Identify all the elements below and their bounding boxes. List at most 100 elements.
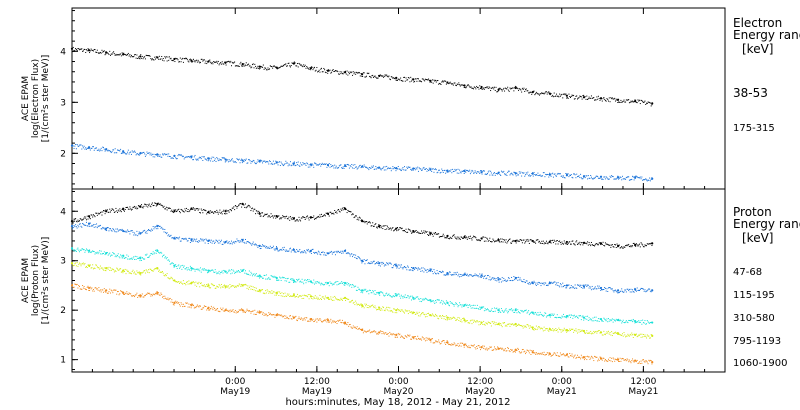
trace-dot: [87, 264, 89, 266]
trace-dot: [200, 308, 202, 310]
trace-dot: [394, 264, 396, 266]
trace-dot: [320, 251, 322, 253]
trace-dot: [573, 173, 575, 175]
trace-dot: [573, 94, 575, 96]
trace-dot: [607, 178, 609, 180]
trace-dot: [361, 290, 363, 292]
trace-dot: [193, 305, 195, 307]
trace-dot: [364, 263, 366, 265]
trace-dot: [164, 208, 166, 210]
trace-dot: [616, 332, 618, 334]
trace-dot: [113, 289, 115, 291]
trace-dot: [433, 232, 435, 234]
trace-dot: [279, 218, 281, 220]
trace-dot: [212, 160, 214, 162]
trace-dot: [467, 84, 469, 86]
trace-dot: [564, 177, 566, 179]
trace-dot: [398, 228, 400, 230]
trace-dot: [268, 163, 270, 165]
trace-dot: [161, 153, 163, 155]
trace-dot: [524, 281, 526, 283]
trace-dot: [99, 268, 101, 270]
trace-dot: [337, 281, 339, 283]
trace-dot: [548, 314, 550, 316]
trace-dot: [93, 226, 95, 228]
trace-dot: [242, 238, 244, 240]
trace-dot: [90, 147, 92, 149]
trace-dot: [106, 209, 108, 211]
trace-dot: [562, 243, 564, 245]
trace-dot: [212, 309, 214, 311]
trace-dot: [354, 285, 356, 287]
trace-dot: [265, 161, 267, 163]
trace-dot: [580, 284, 582, 286]
trace-dot: [621, 322, 623, 324]
trace-dot: [491, 87, 493, 89]
trace-dot: [268, 277, 270, 279]
trace-dot: [261, 160, 263, 162]
trace-dot: [572, 286, 574, 288]
trace-dot: [521, 175, 523, 177]
trace-dot: [362, 292, 364, 294]
data-point: [616, 98, 620, 101]
trace-dot: [217, 310, 219, 312]
trace-dot: [532, 241, 534, 243]
trace-dot: [303, 217, 305, 219]
trace-dot: [110, 151, 112, 153]
trace-dot: [366, 223, 368, 225]
trace-dot: [571, 328, 573, 330]
trace-dot: [583, 284, 585, 286]
trace-dot: [603, 330, 605, 332]
trace-dot: [294, 281, 296, 283]
trace-dot: [109, 269, 111, 271]
trace-dot: [276, 161, 278, 163]
trace-dot: [375, 223, 377, 225]
trace-dot: [605, 100, 607, 102]
trace-dot: [568, 176, 570, 178]
trace-dot: [119, 53, 121, 55]
trace-dot: [565, 287, 567, 289]
trace-dot: [376, 77, 378, 79]
trace-dot: [511, 323, 513, 325]
trace-dot: [588, 287, 590, 289]
trace-dot: [597, 98, 599, 100]
trace-dot: [191, 207, 193, 209]
trace-dot: [348, 210, 350, 212]
trace-dot: [72, 46, 74, 48]
trace-dot: [73, 147, 75, 149]
trace-dot: [432, 314, 434, 316]
trace-dot: [320, 165, 322, 167]
trace-dot: [234, 161, 236, 163]
trace-dot: [113, 269, 115, 271]
trace-dot: [397, 309, 399, 311]
trace-dot: [182, 61, 184, 63]
trace-dot: [453, 170, 455, 172]
trace-dot: [586, 330, 588, 332]
trace-dot: [532, 90, 534, 92]
trace-dot: [364, 222, 366, 224]
trace-dot: [206, 61, 208, 63]
trace-dot: [305, 252, 307, 254]
trace-dot: [274, 215, 276, 217]
trace-dot: [211, 283, 213, 285]
trace-dot: [580, 331, 582, 333]
trace-dot: [438, 233, 440, 235]
trace-dot: [161, 204, 163, 206]
trace-dot: [558, 96, 560, 98]
trace-dot: [416, 296, 418, 298]
trace-dot: [535, 239, 537, 241]
trace-dot: [601, 320, 603, 322]
trace-dot: [564, 285, 566, 287]
data-point: [224, 285, 227, 288]
trace-dot: [402, 297, 404, 299]
trace-dot: [570, 314, 572, 316]
trace-dot: [593, 97, 595, 99]
trace-dot: [533, 313, 535, 315]
data-point: [429, 232, 432, 235]
trace-dot: [217, 62, 219, 64]
trace-dot: [507, 170, 509, 172]
trace-dot: [493, 277, 495, 279]
trace-dot: [212, 284, 214, 286]
trace-dot: [351, 286, 353, 288]
trace-dot: [203, 269, 205, 271]
